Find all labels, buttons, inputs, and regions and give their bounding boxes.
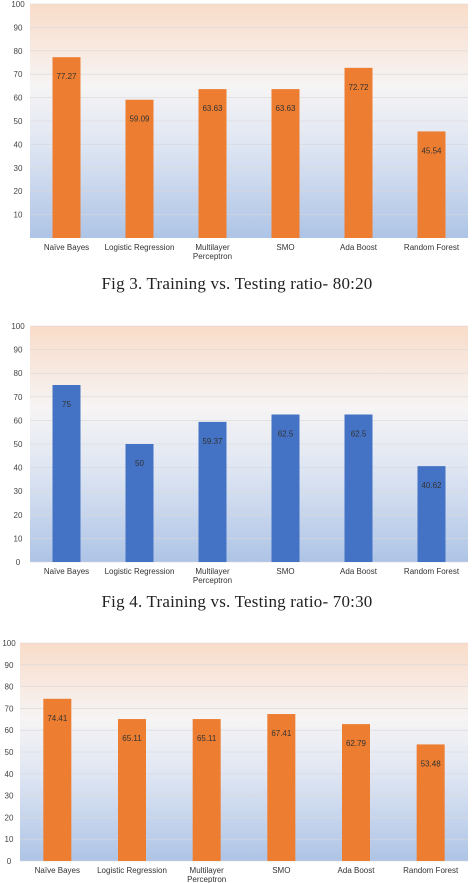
data-label: 62.5 bbox=[278, 430, 294, 439]
x-tick-label: SMO bbox=[276, 567, 294, 576]
y-tick-label: 100 bbox=[11, 322, 25, 331]
bar bbox=[271, 414, 300, 562]
y-tick-label: 40 bbox=[14, 140, 23, 149]
y-tick-label: 30 bbox=[14, 487, 23, 496]
x-tick-label: Random Forest bbox=[404, 243, 460, 252]
bar bbox=[342, 724, 370, 861]
data-label: 65.11 bbox=[197, 734, 217, 743]
bar bbox=[125, 444, 154, 562]
bar bbox=[417, 131, 446, 238]
y-tick-label: 80 bbox=[5, 683, 14, 692]
bar bbox=[344, 67, 373, 238]
chart-1: 10 20 30 40 50 60 70 80 90 100 77.27 Naïve Bayes 59.… bbox=[11, 0, 468, 261]
bar bbox=[417, 466, 446, 562]
y-tick-label: 100 bbox=[11, 0, 25, 9]
bar bbox=[118, 719, 146, 861]
y-tick-label: 50 bbox=[14, 440, 23, 449]
x-tick-label: Multilayer Perceptron bbox=[193, 243, 232, 261]
y-tick-label: 90 bbox=[14, 23, 23, 32]
y-tick-label: 60 bbox=[14, 416, 23, 425]
x-tick-label: Naïve Bayes bbox=[44, 567, 89, 576]
data-label: 45.54 bbox=[421, 146, 442, 155]
y-tick-label: 70 bbox=[14, 393, 23, 402]
y-tick-label: 40 bbox=[14, 464, 23, 473]
y-tick-label: 60 bbox=[14, 94, 23, 103]
y-tick-label: 60 bbox=[5, 726, 14, 735]
data-label: 63.63 bbox=[275, 104, 296, 113]
y-tick-label: 0 bbox=[7, 857, 12, 866]
y-tick-label: 80 bbox=[14, 47, 23, 56]
data-label: 59.09 bbox=[129, 115, 150, 124]
bar bbox=[52, 385, 81, 562]
data-label: 74.41 bbox=[47, 714, 68, 723]
chart-2-caption: Fig 4. Training vs. Testing ratio- 70:30 bbox=[101, 592, 373, 611]
y-tick-label: 70 bbox=[14, 70, 23, 79]
y-tick-label: 50 bbox=[14, 117, 23, 126]
x-tick-label: Multilayer Perceptron bbox=[187, 866, 226, 883]
bar bbox=[125, 99, 154, 238]
data-label: 50 bbox=[135, 459, 144, 468]
bar bbox=[43, 698, 72, 861]
data-label: 77.27 bbox=[56, 72, 77, 81]
chart-3: 0 10 20 30 40 50 60 70 80 90 100 74.41 Naïve Bayes 65… bbox=[2, 639, 468, 883]
bar bbox=[267, 714, 296, 861]
data-label: 65.11 bbox=[122, 734, 142, 743]
y-tick-label: 10 bbox=[14, 211, 23, 220]
x-tick-label: Logistic Regression bbox=[105, 243, 175, 252]
y-tick-label: 30 bbox=[14, 164, 23, 173]
x-tick-label: Ada Boost bbox=[340, 567, 378, 576]
y-tick-label: 30 bbox=[5, 792, 14, 801]
bar bbox=[416, 744, 445, 861]
bar bbox=[198, 89, 227, 238]
y-tick-label: 90 bbox=[5, 661, 14, 670]
y-tick-label: 20 bbox=[14, 511, 23, 520]
y-tick-label: 10 bbox=[5, 835, 14, 844]
data-label: 62.79 bbox=[346, 739, 367, 748]
x-tick-label: Multilayer Perceptron bbox=[193, 567, 232, 585]
x-tick-label: SMO bbox=[276, 243, 294, 252]
data-label: 63.63 bbox=[202, 104, 223, 113]
data-label: 53.48 bbox=[421, 759, 442, 768]
bar bbox=[192, 719, 221, 861]
chart-2-panel: 0 10 20 30 40 50 60 70 80 90 100 75 Naïve Bayes 50 Log… bbox=[0, 316, 474, 588]
chart-1-panel: 10 20 30 40 50 60 70 80 90 100 77.27 Naïve Bayes 59.… bbox=[0, 0, 474, 270]
data-label: 75 bbox=[62, 400, 71, 409]
data-label: 62.5 bbox=[351, 430, 367, 439]
y-tick-label: 0 bbox=[16, 558, 21, 567]
y-tick-label: 10 bbox=[14, 534, 23, 543]
x-tick-label: Naïve Bayes bbox=[35, 866, 80, 875]
x-tick-label: Ada Boost bbox=[338, 866, 376, 875]
x-tick-label: Random Forest bbox=[403, 866, 459, 875]
bar bbox=[344, 414, 373, 562]
x-tick-label: Logistic Regression bbox=[105, 567, 175, 576]
x-tick-label: Random Forest bbox=[404, 567, 460, 576]
y-tick-label: 70 bbox=[5, 704, 14, 713]
chart-2: 0 10 20 30 40 50 60 70 80 90 100 75 Naïve Bayes 50 Log… bbox=[11, 322, 468, 585]
y-tick-label: 90 bbox=[14, 346, 23, 355]
chart-3-panel: 0 10 20 30 40 50 60 70 80 90 100 74.41 Naïve Bayes 65… bbox=[0, 633, 474, 883]
y-tick-label: 50 bbox=[5, 748, 14, 757]
x-tick-label: Logistic Regression bbox=[97, 866, 167, 875]
data-label: 40.62 bbox=[421, 481, 442, 490]
x-tick-label: Ada Boost bbox=[340, 243, 378, 252]
y-tick-label: 20 bbox=[5, 813, 14, 822]
bar bbox=[198, 421, 227, 562]
data-label: 67.41 bbox=[271, 729, 292, 738]
bar bbox=[271, 89, 300, 238]
y-tick-label: 20 bbox=[14, 187, 23, 196]
y-tick-label: 100 bbox=[2, 639, 16, 648]
chart-1-caption: Fig 3. Training vs. Testing ratio- 80:20 bbox=[101, 274, 373, 293]
y-tick-label: 40 bbox=[5, 770, 14, 779]
data-label: 72.72 bbox=[348, 83, 369, 92]
data-label: 59.37 bbox=[202, 437, 223, 446]
x-tick-label: Naïve Bayes bbox=[44, 243, 89, 252]
x-tick-label: SMO bbox=[272, 866, 290, 875]
y-tick-label: 80 bbox=[14, 369, 23, 378]
bar bbox=[52, 57, 81, 238]
